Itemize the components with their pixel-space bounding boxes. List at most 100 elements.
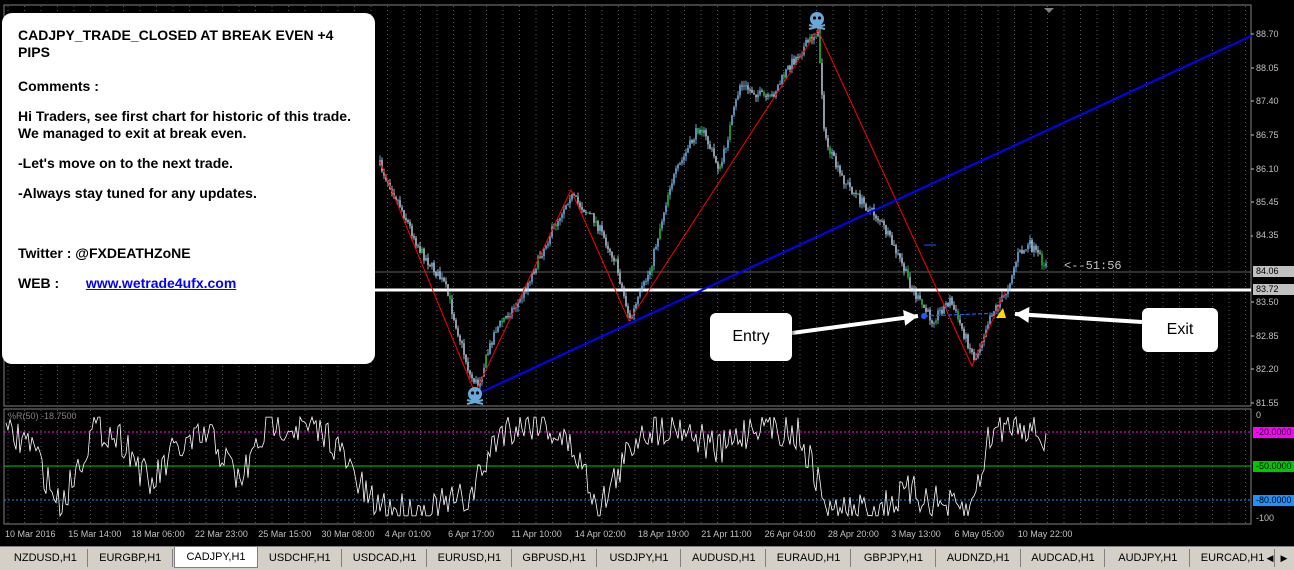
candle-body <box>861 197 863 205</box>
skull-top-icon-eye <box>817 16 822 20</box>
candle-body <box>573 193 575 196</box>
candle-body <box>523 288 525 298</box>
candle-body <box>463 343 465 355</box>
candle-body <box>637 296 639 304</box>
candle-body <box>453 314 455 321</box>
candle-body <box>895 245 897 254</box>
chart-window[interactable]: 88.7088.0587.4086.7586.1085.4584.8083.50… <box>0 0 1294 546</box>
candle-body <box>489 343 491 354</box>
candle-body <box>747 85 749 90</box>
candle-body <box>413 236 415 238</box>
candle-body <box>945 302 947 306</box>
candle-body <box>829 147 831 154</box>
candle-body <box>1003 295 1005 297</box>
candle-body <box>929 309 931 321</box>
candle-body <box>887 231 889 235</box>
candle-body <box>599 225 601 231</box>
candle-body <box>669 188 671 195</box>
zigzag-line <box>379 28 1006 395</box>
entry-callout: Entry <box>710 313 792 361</box>
candle-body <box>421 248 423 253</box>
candle-body <box>807 40 809 43</box>
tab-eurusd-h1[interactable]: EURUSD,H1 <box>428 549 512 567</box>
tab-cadjpy-h1[interactable]: CADJPY,H1 <box>173 547 259 568</box>
trade-note-panel: CADJPY_TRADE_CLOSED AT BREAK EVEN +4 PIP… <box>2 13 375 364</box>
tab-audnzd-h1[interactable]: AUDNZD,H1 <box>937 549 1021 567</box>
candle-body <box>1027 244 1029 250</box>
price-axis-label: 86.10 <box>1256 164 1279 174</box>
candle-body <box>979 348 981 353</box>
candle-body <box>1025 249 1027 251</box>
skull-bottom-icon-bone <box>466 399 484 405</box>
candle-body <box>557 220 559 227</box>
tab-eurgbp-h1[interactable]: EURGBP,H1 <box>89 549 173 567</box>
candle-body <box>999 301 1001 308</box>
candle-body <box>941 309 943 314</box>
time-axis-label: 18 Apr 19:00 <box>638 529 689 539</box>
indicator-header: %R(50) -18.7500 <box>8 411 77 421</box>
candle-body <box>781 74 783 84</box>
tabs-scroll-right-icon[interactable]: ▶ <box>1280 553 1288 563</box>
tab-audcad-h1[interactable]: AUDCAD,H1 <box>1022 549 1106 567</box>
tab-usdchf-h1[interactable]: USDCHF,H1 <box>258 549 343 567</box>
candle-body <box>417 245 419 247</box>
candle-body <box>639 290 641 297</box>
candle-body <box>433 262 435 273</box>
tab-eurcad-h1[interactable]: EURCAD,H1 <box>1191 549 1275 567</box>
candle-body <box>751 89 753 93</box>
price-axis-label: 86.75 <box>1256 130 1279 140</box>
tab-gbpusd-h1[interactable]: GBPUSD,H1 <box>513 549 597 567</box>
candle-body <box>615 259 617 262</box>
tab-audusd-h1[interactable]: AUDUSD,H1 <box>682 549 767 567</box>
candle-body <box>685 152 687 157</box>
candle-body <box>729 125 731 140</box>
candle-body <box>749 89 751 91</box>
candle-body <box>461 341 463 344</box>
candle-body <box>909 277 911 288</box>
candle-body <box>1031 240 1033 252</box>
tab-gbpjpy-h1[interactable]: GBPJPY,H1 <box>852 549 936 567</box>
candle-body <box>455 320 457 329</box>
candle-body <box>677 164 679 169</box>
candle-body <box>437 271 439 277</box>
tab-usdjpy-h1[interactable]: USDJPY,H1 <box>598 549 682 567</box>
tab-usdcad-h1[interactable]: USDCAD,H1 <box>343 549 427 567</box>
tab-nzdusd-h1[interactable]: NZDUSD,H1 <box>4 549 88 567</box>
candle-body <box>1007 288 1009 294</box>
tab-audjpy-h1[interactable]: AUDJPY,H1 <box>1106 549 1191 567</box>
candle-body <box>627 306 629 314</box>
candle-body <box>591 213 593 215</box>
candle-body <box>517 301 519 308</box>
web-label: WEB : <box>18 275 60 291</box>
candle-body <box>513 307 515 309</box>
time-axis-label: 21 Apr 11:00 <box>701 529 751 539</box>
candle-body <box>441 277 443 280</box>
time-axis-label: 18 Mar 06:00 <box>132 529 185 539</box>
candle-body <box>567 203 569 206</box>
indicator-axis-label: -100 <box>1256 513 1274 523</box>
candle-body <box>667 194 669 206</box>
candle-body <box>933 322 935 324</box>
candle-body <box>843 175 845 185</box>
tab-euraud-h1[interactable]: EURAUD,H1 <box>767 549 851 567</box>
entry-arrow-head <box>903 309 918 326</box>
candle-body <box>593 213 595 223</box>
candle-body <box>661 221 663 229</box>
time-axis-label: 6 May 05:00 <box>955 529 1005 539</box>
skull-bottom-icon-eye <box>475 391 480 395</box>
candle-body <box>543 248 545 257</box>
candle-body <box>445 281 447 285</box>
candle-body <box>893 244 895 246</box>
candle-body <box>967 334 969 349</box>
candle-body <box>657 238 659 247</box>
candle-body <box>695 128 697 140</box>
price-axis-label: 87.40 <box>1256 96 1279 106</box>
candle-body <box>787 65 789 70</box>
tabs-scroll-left-icon[interactable]: ◀ <box>1266 553 1274 563</box>
candle-body <box>659 228 661 239</box>
candle-body <box>837 165 839 168</box>
time-axis-label: 3 May 13:00 <box>891 529 941 539</box>
web-link[interactable]: www.wetrade4ufx.com <box>85 275 237 291</box>
candle-body <box>981 341 983 349</box>
price-axis-label: 88.05 <box>1256 63 1279 73</box>
